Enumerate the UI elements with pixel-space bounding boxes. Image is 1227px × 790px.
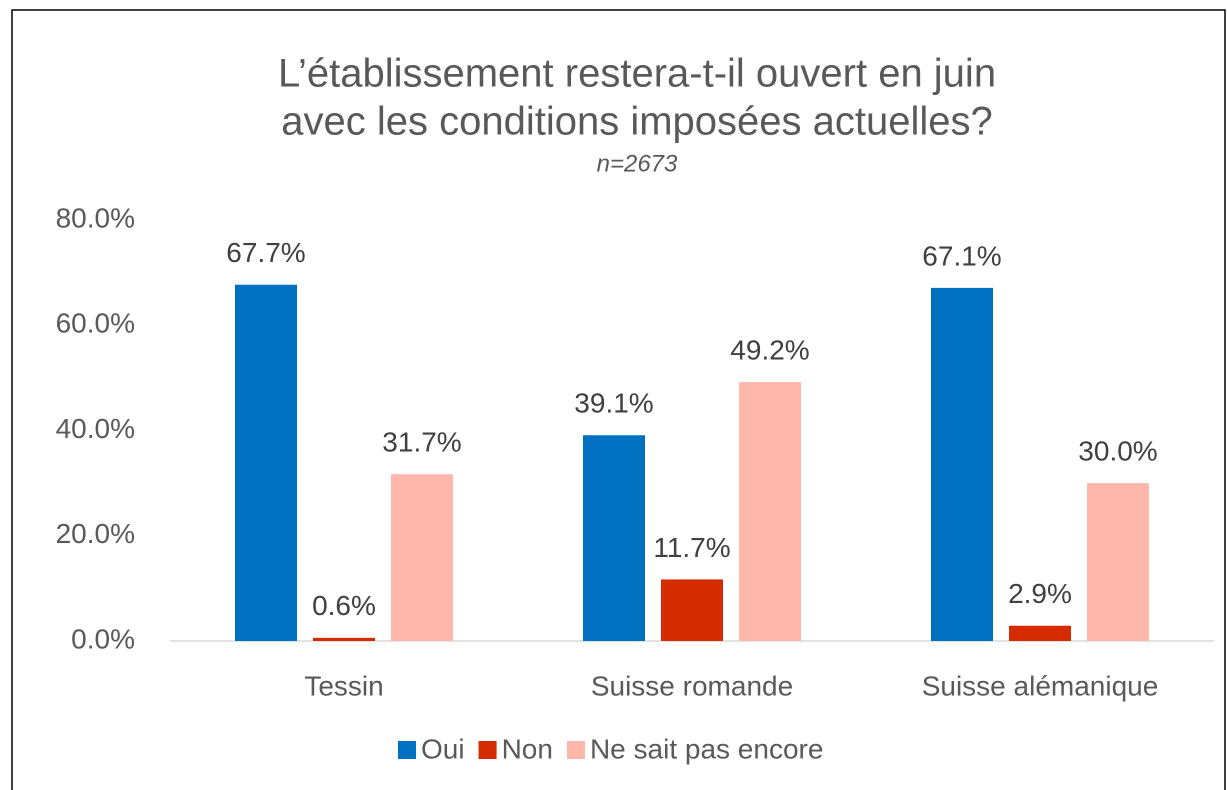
- y-tick-label: 40.0%: [56, 413, 135, 444]
- legend-label: Non: [502, 733, 553, 764]
- bar: [1087, 483, 1149, 641]
- data-label: 49.2%: [730, 334, 809, 365]
- x-tick-label: Suisse romande: [591, 670, 793, 701]
- y-tick-label: 0.0%: [71, 623, 135, 654]
- chart-subtitle: n=2673: [597, 150, 678, 177]
- data-label: 39.1%: [574, 388, 653, 419]
- bar: [739, 382, 801, 641]
- x-tick-label: Tessin: [304, 670, 383, 701]
- bar: [661, 579, 723, 641]
- data-label: 67.7%: [226, 237, 305, 268]
- data-label: 0.6%: [312, 590, 376, 621]
- x-tick-label: Suisse alémanique: [922, 670, 1159, 701]
- y-tick-label: 80.0%: [56, 202, 135, 233]
- bar: [1009, 625, 1071, 641]
- data-label: 2.9%: [1008, 578, 1072, 609]
- bar: [931, 287, 993, 641]
- legend-swatch: [478, 741, 497, 759]
- legend-label: Ne sait pas encore: [590, 733, 823, 764]
- data-label: 67.1%: [922, 240, 1001, 271]
- legend-swatch: [398, 741, 416, 759]
- chart-frame: [11, 9, 1226, 790]
- y-tick-label: 20.0%: [56, 518, 135, 549]
- bar: [391, 474, 453, 641]
- data-label: 11.7%: [653, 532, 730, 563]
- data-label: 31.7%: [382, 427, 461, 458]
- y-tick-label: 60.0%: [56, 308, 135, 339]
- bar: [235, 284, 297, 641]
- bar: [313, 637, 375, 641]
- bar: [583, 435, 645, 641]
- data-label: 30.0%: [1078, 436, 1157, 467]
- chart-title: L’établissement restera-t-il ouvert en j…: [278, 52, 996, 96]
- chart-title: avec les conditions imposées actuelles?: [281, 100, 993, 144]
- legend-swatch: [566, 741, 585, 759]
- legend-label: Oui: [421, 733, 465, 764]
